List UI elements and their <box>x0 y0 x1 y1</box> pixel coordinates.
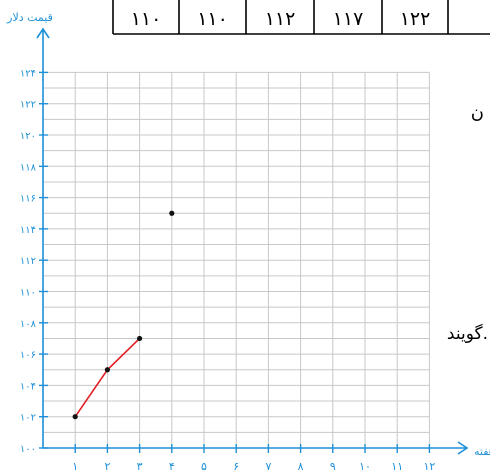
grid <box>43 71 430 448</box>
y-tick-label: ۱۰۲ <box>20 413 36 424</box>
axes <box>36 27 469 455</box>
x-tick-label: ۷ <box>265 460 271 473</box>
data-series <box>72 210 175 420</box>
y-tick-label: ۱۲۰ <box>20 131 36 142</box>
table-cell: ۱۱۰ <box>197 8 228 30</box>
x-axis-arrow-icon <box>457 441 469 455</box>
y-axis-label: قیمت دلار <box>6 11 53 24</box>
y-tick-label: ۱۲۴ <box>20 68 36 79</box>
x-tick-label: ۱۲ <box>423 460 435 473</box>
side-text-top: ن <box>471 102 484 123</box>
table-cell: ۱۱۷ <box>333 8 364 30</box>
data-point <box>137 335 143 342</box>
x-tick-label: ۹ <box>330 460 336 473</box>
y-tick-label: ۱۱۶ <box>20 194 36 205</box>
table-cell: ۱۱۰ <box>131 8 162 30</box>
y-tick-label: ۱۲۲ <box>20 100 36 111</box>
y-tick-label: ۱۱۴ <box>20 225 36 236</box>
y-tick-label: ۱۱۸ <box>20 162 37 173</box>
x-tick-label: ۱۰ <box>359 460 371 473</box>
x-tick-label: ۶ <box>233 460 239 473</box>
x-axis-label: هفته <box>474 445 490 458</box>
x-tick-label: ۱۱ <box>391 460 403 473</box>
tick-labels: ۱ ۲ ۳ ۴ ۵ ۶ ۷ ۸ ۹ ۱۰ ۱۱ ۱۲۱۰۰۱۰۲۱۰۴۱۰۶۱۰۸۱۱۰۱۱۲۱۱۴۱… <box>20 68 436 473</box>
x-tick-label: ۲ <box>104 460 110 473</box>
x-tick-label: ۱ <box>72 460 78 473</box>
table-cell: ۱۱۲ <box>265 8 296 30</box>
table-cell: ۱۲۲ <box>400 8 431 30</box>
x-tick-label: ۳ <box>137 460 143 473</box>
side-text-bottom: گویند. <box>447 323 488 344</box>
y-tick-label: ۱۰۰ <box>20 444 36 455</box>
x-tick-label: ۵ <box>201 460 207 473</box>
data-point <box>104 367 110 373</box>
y-tick-label: ۱۱۰ <box>20 288 36 299</box>
x-tick-label: ۴ <box>169 460 175 473</box>
y-tick-label: ۱۱۲ <box>20 256 36 267</box>
y-axis-arrow-icon <box>36 27 50 39</box>
y-tick-label: ۱۰۸ <box>20 319 37 330</box>
y-tick-label: ۱۰۴ <box>20 381 36 392</box>
values-table: ۱۱۰ ۱۱۰ ۱۱۲ ۱۱۷ ۱۲۲ <box>112 0 490 35</box>
x-tick-label: ۸ <box>298 460 304 473</box>
data-point <box>169 210 175 216</box>
y-tick-label: ۱۰۶ <box>20 350 36 361</box>
data-point <box>72 414 78 420</box>
